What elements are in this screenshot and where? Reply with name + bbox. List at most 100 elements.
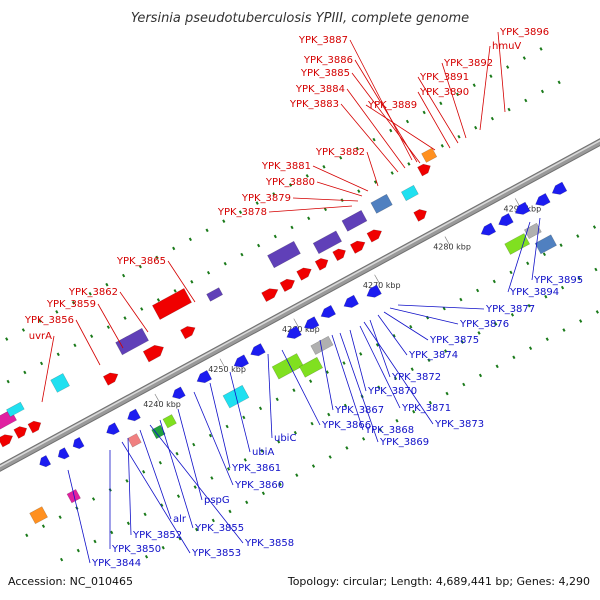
tick-dot <box>288 183 293 187</box>
reverse-gene-label-leader <box>149 424 244 544</box>
tick-dot <box>91 497 96 501</box>
tick-dot <box>225 424 229 429</box>
reverse-gene-block <box>504 233 531 255</box>
tick-dot <box>560 285 565 290</box>
forward-gene-arrow <box>349 240 366 254</box>
reverse-gene-label-leader <box>383 311 429 341</box>
tick-dot <box>442 306 446 311</box>
forward-gene-label-leader <box>349 39 413 161</box>
tick-dot <box>71 301 76 305</box>
tick-dot <box>290 225 294 230</box>
reverse-gene-arrow <box>551 181 568 195</box>
tick-dot <box>325 370 329 374</box>
reverse-gene-label: YPK_3876 <box>459 319 509 330</box>
reverse-gene-arrow <box>106 422 120 435</box>
reverse-gene-label: YPK_3873 <box>434 419 484 430</box>
reverse-gene-arrow <box>498 213 514 227</box>
tick-dot <box>206 270 211 275</box>
tick-dot <box>178 536 182 541</box>
forward-gene-block <box>152 287 192 320</box>
reverse-gene-arrow <box>172 386 186 400</box>
tick-dot <box>544 294 548 299</box>
tick-dot <box>126 521 130 526</box>
tick-dot <box>474 125 478 130</box>
tick-dot <box>195 527 199 532</box>
tick-dot <box>412 409 416 414</box>
forward-gene-label-leader <box>340 103 399 173</box>
forward-gene-arrow <box>332 248 346 262</box>
tick-dot <box>144 554 149 559</box>
tick-dot <box>305 174 309 178</box>
tick-dot <box>311 464 316 468</box>
tick-dot <box>243 458 247 462</box>
forward-gene-label: YPK_3896 <box>499 27 549 38</box>
tick-dot <box>190 280 194 284</box>
tick-dot <box>295 473 299 477</box>
tick-dot <box>357 189 361 193</box>
forward-gene-arrow <box>366 229 382 243</box>
label-leaders <box>41 31 541 564</box>
tick-dot <box>105 282 109 287</box>
reverse-gene-label-leader <box>331 334 364 431</box>
tick-dot <box>377 385 381 390</box>
tick-dot <box>23 370 27 375</box>
reverse-gene-label-leader <box>267 353 273 439</box>
reverse-gene-label-leader <box>281 349 321 426</box>
tick-dot <box>393 376 398 381</box>
reverse-gene-label-leader <box>369 319 391 378</box>
tick-dot <box>156 298 161 302</box>
forward-gene-arrow <box>417 163 431 177</box>
tick-dot <box>56 352 60 357</box>
backbone-highlight <box>0 139 600 468</box>
reverse-gene-label-leader <box>389 307 459 325</box>
forward-gene-label: YPK_3886 <box>303 55 353 66</box>
tick-dot <box>76 548 80 553</box>
tick-dot <box>327 412 331 417</box>
tick-label: 4280 kbp <box>433 243 471 252</box>
tick-label: 4270 kbp <box>363 281 401 290</box>
tick-label: 4250 kbp <box>208 365 246 374</box>
reverse-gene-label: YPK_3858 <box>244 538 294 549</box>
tick-dot <box>93 539 97 544</box>
forward-gene-label: YPK_3859 <box>46 299 96 310</box>
gene-features <box>0 147 568 525</box>
reverse-gene-label: YPK_3875 <box>429 335 479 346</box>
reverse-gene-label: YPK_3895 <box>533 275 583 286</box>
tick-dot <box>440 144 444 148</box>
forward-gene-label: YPK_3890 <box>419 87 469 98</box>
tick-dot <box>528 346 533 351</box>
forward-gene-arrow <box>314 258 329 271</box>
reverse-gene-label-leader <box>531 217 541 281</box>
tick-dot <box>494 322 498 326</box>
tick-dot <box>392 334 396 338</box>
forward-gene-arrow <box>142 344 164 363</box>
reverse-gene-arrow <box>480 222 497 236</box>
forward-gene-label-leader <box>292 197 359 202</box>
reverse-gene-block <box>151 424 166 440</box>
forward-gene-block <box>370 193 393 214</box>
tick-dot <box>422 110 426 115</box>
tick-leader <box>154 393 161 404</box>
tick-dot <box>512 355 516 360</box>
tick-dot <box>242 415 246 420</box>
tick-dot <box>489 74 493 78</box>
forward-gene-arrow <box>413 209 427 222</box>
reverse-gene-label: YPK_3877 <box>485 304 535 315</box>
reverse-gene-arrow <box>535 193 551 207</box>
tick-dot <box>524 98 528 103</box>
tick-dot <box>106 325 110 329</box>
tick-dot <box>509 270 513 275</box>
tick-dot <box>439 101 443 106</box>
reverse-gene-arrow <box>286 325 302 339</box>
tick-dot <box>90 334 94 338</box>
tick-dot <box>328 455 332 459</box>
reverse-gene-block <box>162 414 177 429</box>
backbone-line <box>0 139 600 471</box>
reverse-gene-arrow <box>127 408 141 422</box>
tick-dot <box>359 352 363 356</box>
reverse-gene-block <box>127 433 142 448</box>
tick-dot <box>293 430 297 435</box>
reverse-gene-label: YPK_3855 <box>194 523 244 534</box>
reverse-gene-label: YPK_3866 <box>321 420 371 431</box>
tick-dot <box>562 328 566 332</box>
